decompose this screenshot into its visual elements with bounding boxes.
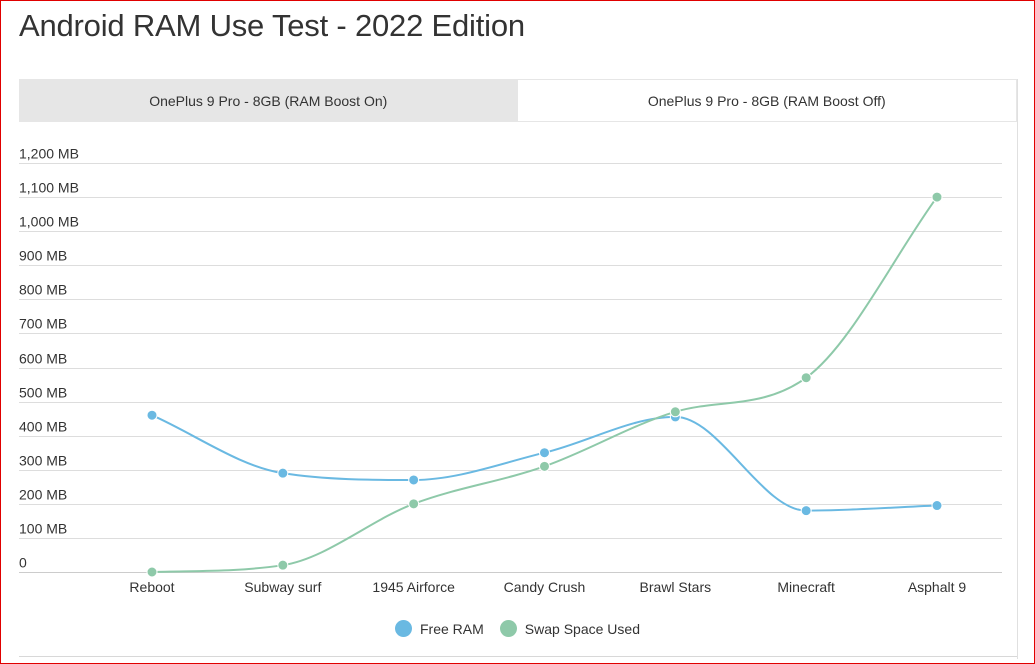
tab-bar: OnePlus 9 Pro - 8GB (RAM Boost On) OnePl… [19,79,1017,122]
data-point-free-ram [539,447,550,459]
y-tick-label: 1,200 MB [19,146,79,162]
tab-ram-boost-on[interactable]: OnePlus 9 Pro - 8GB (RAM Boost On) [19,79,518,122]
y-tick-label: 0 [19,555,27,571]
y-tick-label: 800 MB [19,282,67,298]
x-tick-label: Candy Crush [504,579,586,595]
legend-swatch-swap-space [499,620,517,637]
x-tick-label: Reboot [129,579,174,595]
y-tick-label: 400 MB [19,419,67,435]
legend-item-free-ram[interactable]: Free RAM [395,620,484,637]
x-tick-label: Subway surf [244,579,321,595]
data-point-swap-space [800,372,812,384]
y-tick-label: 1,100 MB [19,180,79,196]
page-title: Android RAM Use Test - 2022 Edition [19,8,525,43]
data-point-free-ram [277,467,289,479]
y-tick-label: 200 MB [19,487,67,503]
y-tick-label: 900 MB [19,248,67,264]
legend-label-swap-space: Swap Space Used [524,620,640,637]
y-tick-label: 1,000 MB [19,214,79,230]
x-tick-label: Brawl Stars [640,579,712,595]
x-tick-label: 1945 Airforce [372,579,455,595]
legend-item-swap-space[interactable]: Swap Space Used [499,620,640,637]
data-point-free-ram [408,474,420,486]
series-line-swap-space [151,196,938,573]
panel-right-border [1017,79,1018,659]
legend-swatch-free-ram [395,620,412,637]
data-point-swap-space [669,406,681,418]
data-point-free-ram [931,500,943,512]
x-tick-label: Minecraft [777,579,835,595]
chart-legend: Free RAM Swap Space Used [0,620,1035,637]
data-point-free-ram [800,505,812,517]
y-tick-label: 600 MB [19,351,67,367]
data-point-swap-space [146,566,158,578]
data-point-swap-space [408,498,420,510]
data-point-swap-space [931,191,943,203]
data-point-free-ram [146,409,158,421]
data-point-swap-space [277,559,289,571]
legend-label-free-ram: Free RAM [420,620,484,637]
tab-divider [19,121,1017,122]
y-tick-label: 700 MB [19,316,67,332]
y-tick-label: 500 MB [19,385,67,401]
panel-bottom-border [19,656,1017,657]
data-point-swap-space [539,460,550,472]
tab-ram-boost-off[interactable]: OnePlus 9 Pro - 8GB (RAM Boost Off) [517,79,1017,122]
y-tick-label: 100 MB [19,521,67,537]
x-tick-label: Asphalt 9 [908,579,967,595]
y-tick-label: 300 MB [19,453,67,469]
